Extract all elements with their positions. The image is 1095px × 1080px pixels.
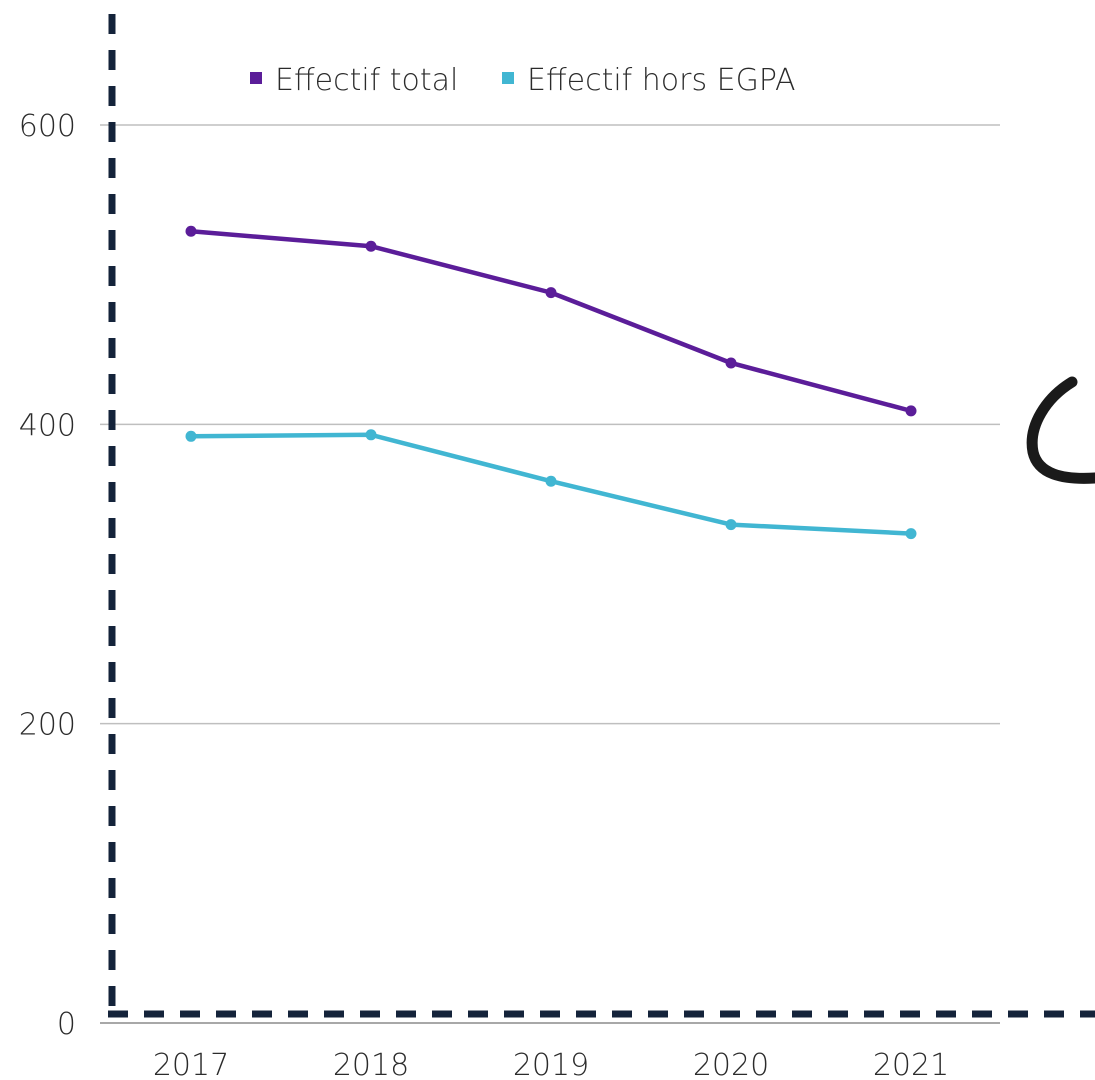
series-1 xyxy=(185,225,917,417)
data-point xyxy=(365,240,377,252)
x-tick-label: 2021 xyxy=(873,1048,949,1080)
series-line xyxy=(188,229,914,414)
legend: Effectif total Effectif hors EGPA xyxy=(250,63,796,98)
legend-item: Effectif hors EGPA xyxy=(502,63,796,98)
curved-stroke-mark xyxy=(1026,376,1095,484)
data-point xyxy=(185,225,197,237)
x-tick-label: 2020 xyxy=(693,1048,769,1080)
series-2 xyxy=(185,429,917,540)
y-axis-ticks: 0 200 400 600 xyxy=(19,109,76,1042)
gridlines xyxy=(100,124,1000,1024)
data-point xyxy=(545,287,557,299)
legend-label: Effectif hors EGPA xyxy=(527,63,796,98)
legend-swatch xyxy=(502,72,514,84)
data-point xyxy=(365,429,377,441)
y-tick-label: 600 xyxy=(19,109,76,144)
data-point xyxy=(905,528,917,540)
legend-label: Effectif total xyxy=(275,63,458,98)
y-tick-label: 200 xyxy=(19,708,76,743)
x-tick-label: 2018 xyxy=(333,1048,409,1080)
legend-item: Effectif total xyxy=(250,63,458,98)
data-point xyxy=(725,519,737,531)
series-group xyxy=(185,225,917,540)
legend-swatch xyxy=(250,72,262,84)
x-axis-ticks: 2017 2018 2019 2020 2021 xyxy=(153,1048,949,1080)
y-tick-label: 0 xyxy=(57,1007,76,1042)
data-point xyxy=(185,430,197,442)
data-point xyxy=(905,405,917,417)
data-point xyxy=(545,475,557,487)
decorations xyxy=(108,14,1095,1018)
data-point xyxy=(725,357,737,369)
x-tick-label: 2019 xyxy=(513,1048,589,1080)
x-tick-label: 2017 xyxy=(153,1048,229,1080)
y-tick-label: 400 xyxy=(19,408,76,443)
